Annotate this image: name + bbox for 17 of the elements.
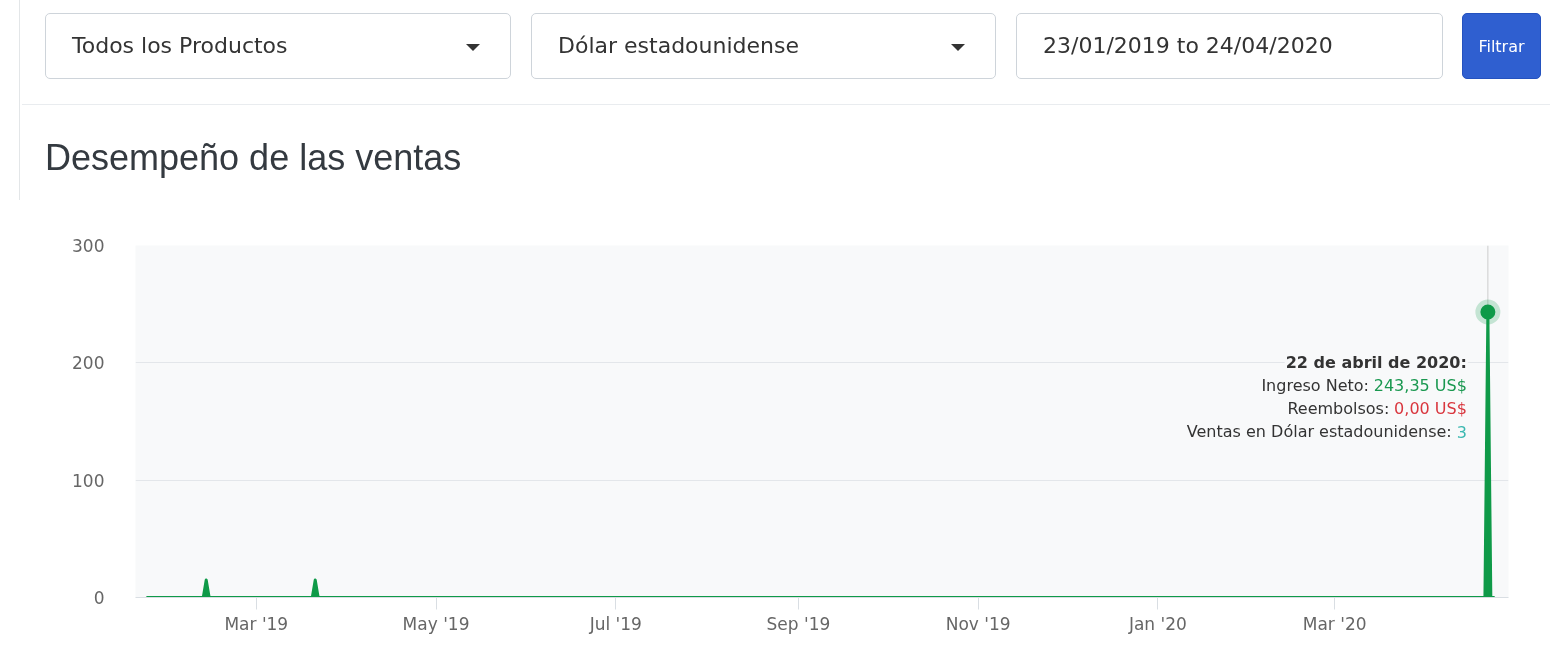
x-tick-label: Mar '20	[1302, 613, 1367, 634]
y-tick-label: 300	[72, 236, 105, 256]
annotation: 22 de abril de 2020: Ingreso Neto: 243,35 US$ Reembolsos: 0,00 US$ Ventas en Dólar estadounidense: 3	[1186, 353, 1467, 442]
date-range-field: 23/01/2019 to 24/04/2020	[1016, 13, 1443, 79]
x-tick-label: Jan '20	[1127, 613, 1187, 634]
x-tick-label: Mar '19	[224, 613, 289, 634]
dropdown: Todos los Productos	[45, 13, 511, 79]
x-tick-label: Nov '19	[945, 613, 1011, 634]
y-tick-label: 100	[72, 470, 105, 491]
y-tick-label: 200	[72, 353, 105, 374]
dropdown: Dólar estadounidense	[531, 13, 996, 79]
x-tick-label: Sep '19	[766, 613, 831, 634]
x-tick-label: Jul '19	[588, 613, 642, 634]
x-tick-label: May '19	[402, 613, 470, 634]
chart-title: Desempeño de las ventas	[45, 137, 462, 179]
button: Filtrar	[1462, 13, 1541, 79]
y-tick-label: 0	[93, 588, 105, 608]
